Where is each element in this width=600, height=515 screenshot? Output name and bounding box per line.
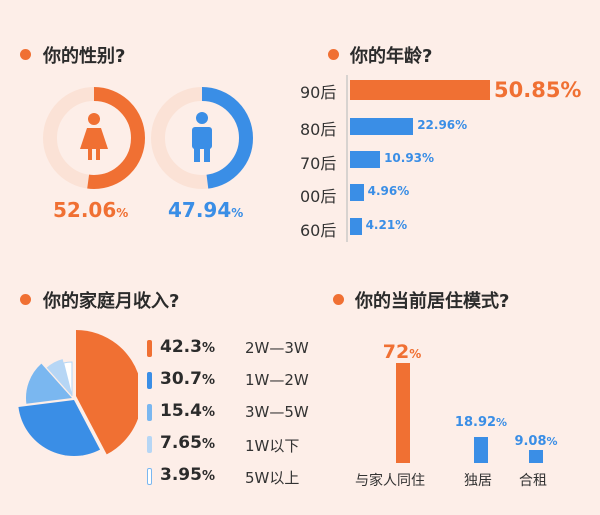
age-label: 00后 (300, 187, 337, 206)
income-range-label: 5W以上 (245, 469, 300, 487)
age-value: 4.96% (367, 184, 410, 198)
age-label: 90后 (300, 83, 337, 102)
age-axis (346, 75, 348, 242)
age-bar (350, 151, 381, 168)
age-label: 80后 (300, 120, 337, 139)
income-pie-slice (26, 363, 73, 404)
age-title: 你的年龄? (350, 46, 433, 67)
income-percentage: 15.4% (160, 401, 215, 421)
income-legend-marker (147, 468, 152, 485)
male-icon (192, 112, 212, 162)
income-pie-slice (18, 400, 101, 456)
income-legend-marker (147, 404, 152, 421)
income-legend-marker (147, 436, 152, 453)
section-dot (328, 49, 339, 60)
living-label: 独居 (464, 473, 492, 489)
income-percentage-value: 7.65 (160, 433, 202, 453)
income-range-label: 2W—3W (245, 339, 309, 357)
living-value: 72% (372, 341, 432, 363)
age-label: 60后 (300, 221, 337, 240)
female-percentage: 52.06% (53, 198, 128, 222)
income-percentage-value: 30.7 (160, 369, 202, 389)
income-percentage-unit: % (201, 373, 215, 388)
age-value: 22.96% (417, 118, 468, 132)
living-title: 你的当前居住模式? (355, 291, 510, 312)
female-percentage-value: 52.06 (53, 198, 117, 222)
living-label: 与家人同住 (355, 473, 425, 489)
income-title: 你的家庭月收入? (43, 291, 180, 312)
female-ring-chart (43, 87, 145, 189)
living-value-unit: % (546, 435, 558, 448)
male-percentage: 47.94% (168, 198, 243, 222)
income-percentage: 3.95% (160, 465, 215, 485)
living-value-unit: % (496, 416, 508, 429)
income-pie-slice (76, 330, 138, 455)
living-value: 18.92% (446, 415, 516, 430)
section-dot (20, 294, 31, 305)
income-percentage-unit: % (201, 437, 215, 452)
age-value: 50.85% (494, 78, 582, 102)
gender-title: 你的性别? (43, 46, 126, 67)
female-ring-arc (43, 87, 145, 189)
male-percentage-unit: % (231, 206, 244, 220)
living-bar (529, 450, 543, 463)
income-legend-marker (147, 372, 152, 389)
living-value-number: 9.08 (514, 434, 547, 449)
living-value-number: 72 (382, 341, 410, 363)
income-percentage: 7.65% (160, 433, 215, 453)
male-ring-chart (151, 87, 253, 189)
age-value: 10.93% (384, 151, 435, 165)
female-percentage-unit: % (116, 206, 129, 220)
age-bar (350, 184, 364, 201)
age-bar (350, 80, 490, 100)
living-bar (474, 436, 488, 463)
age-value: 4.21% (365, 218, 408, 232)
female-icon (80, 113, 108, 160)
income-pie-slice (63, 361, 73, 397)
income-percentage-value: 42.3 (160, 337, 202, 357)
section-dot (333, 294, 344, 305)
income-range-label: 3W—5W (245, 403, 309, 421)
living-value: 9.08% (504, 434, 568, 449)
living-value-number: 18.92 (454, 415, 497, 430)
income-percentage-value: 15.4 (160, 401, 202, 421)
age-bar (350, 218, 362, 235)
income-percentage-unit: % (201, 405, 215, 420)
male-percentage-value: 47.94 (168, 198, 232, 222)
section-dot (20, 49, 31, 60)
age-label: 70后 (300, 154, 337, 173)
income-percentage-value: 3.95 (160, 465, 202, 485)
living-bar (396, 363, 410, 463)
income-pie-chart (18, 330, 138, 456)
income-range-label: 1W以下 (245, 437, 300, 455)
income-legend-marker (147, 340, 152, 357)
age-bar (350, 118, 414, 135)
income-range-label: 1W—2W (245, 371, 309, 389)
male-ring-arc (151, 87, 253, 189)
income-percentage: 42.3% (160, 337, 215, 357)
income-percentage-unit: % (201, 469, 215, 484)
living-value-unit: % (409, 347, 422, 361)
living-label: 合租 (519, 473, 547, 489)
income-percentage-unit: % (201, 341, 215, 356)
income-pie-slice (46, 359, 72, 396)
income-percentage: 30.7% (160, 369, 215, 389)
